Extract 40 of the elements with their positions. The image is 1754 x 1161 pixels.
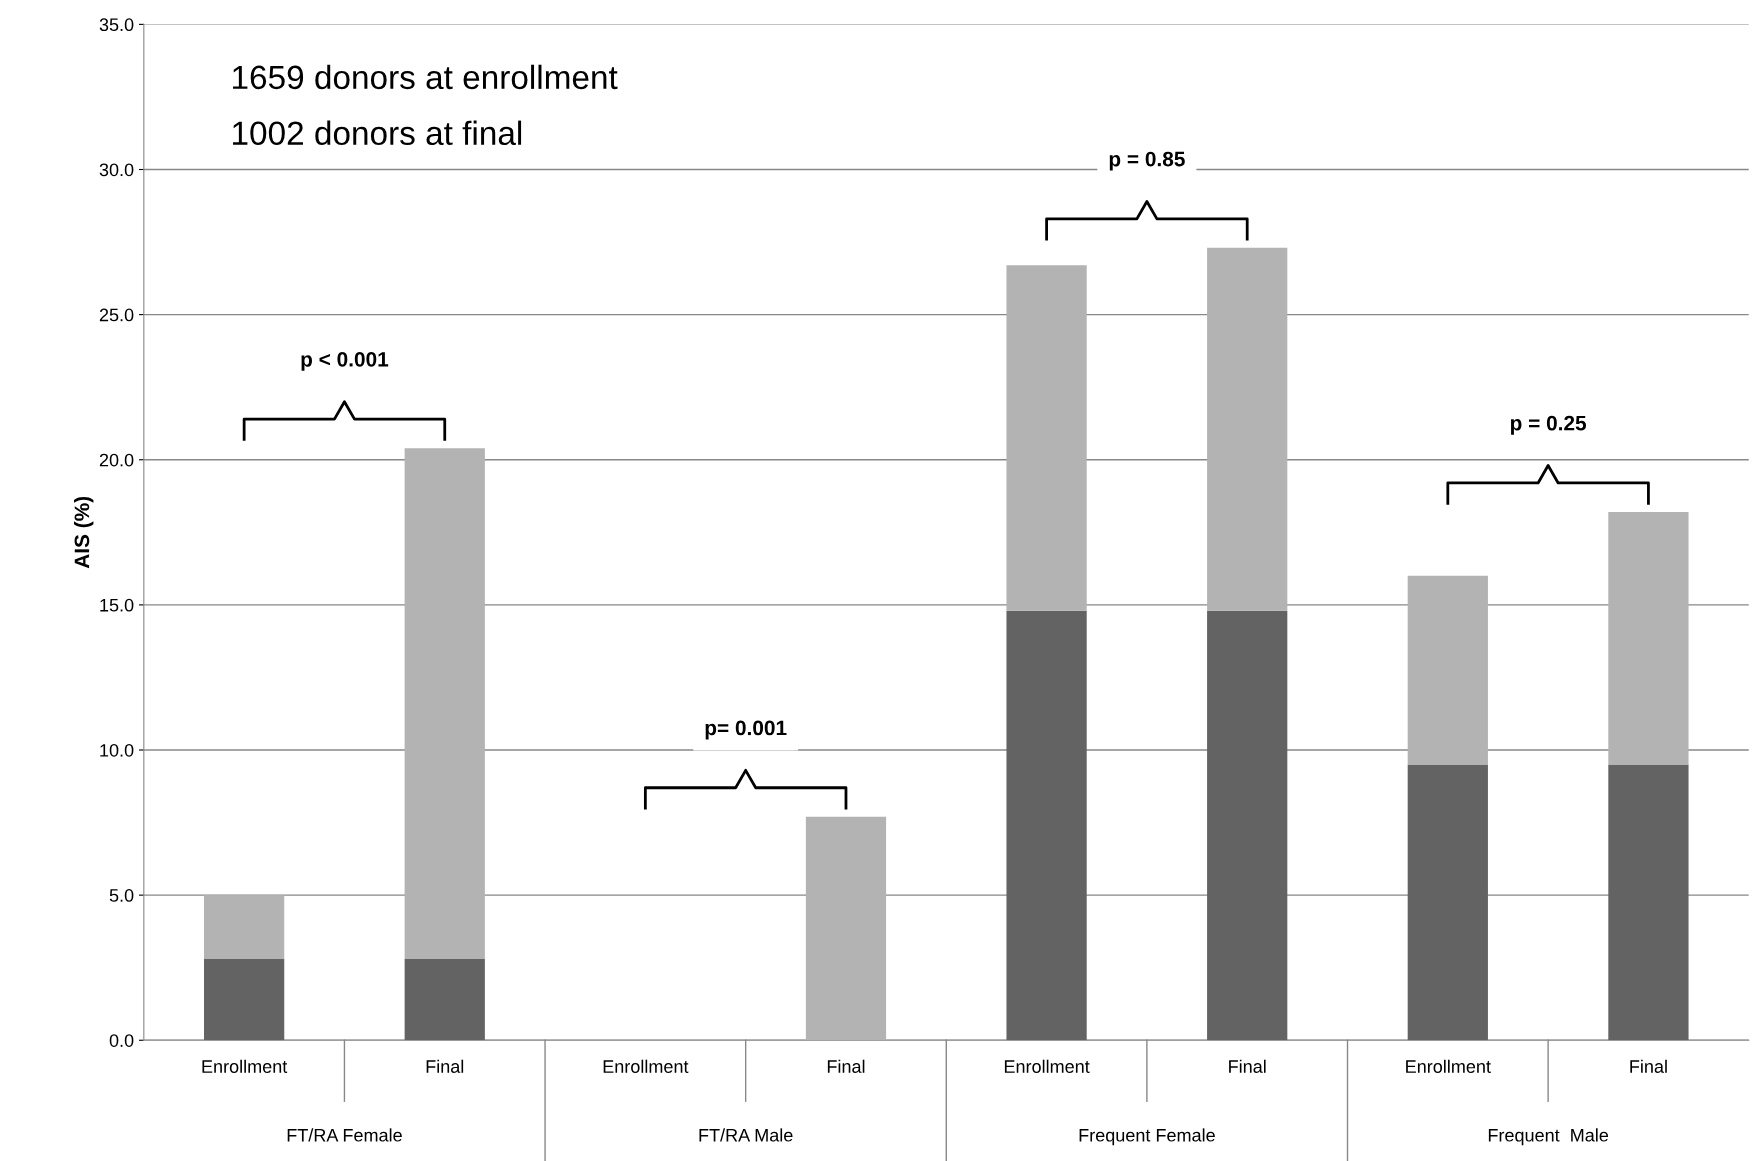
text: Frequent Female [1079,1128,1215,1146]
annotation: 1002 donors at final [233,120,522,146]
bar [1207,247,1288,611]
y-tick-label: 35.0 [99,18,134,32]
y-tick-label: 20.0 [99,453,134,467]
x-tick-label: Final [1229,1059,1266,1073]
y-tick-label: 10.0 [100,743,134,757]
annotation: p = 0.25 [1510,415,1587,435]
bar [1407,575,1488,765]
bar [204,958,285,1041]
y-tick-label: 5.0 [109,889,134,902]
bar [1407,764,1488,1041]
y-tick-label: 0.0 [109,1034,134,1047]
x-tick-label: Enrollment [603,1059,689,1073]
y-tick-label: 15.0 [100,598,134,612]
annotation: p= 0.001 [705,720,787,740]
x-tick-label: Enrollment [1004,1059,1090,1073]
bar [204,895,285,959]
x-tick-label: Final [827,1059,865,1073]
bar [404,448,485,959]
y-axis-title: AIS (%) [73,496,94,569]
annotation: 1659 donors at enrollment [233,64,618,90]
bar [1006,610,1087,1041]
text: Frequent Male [1488,1128,1609,1146]
y-tick-label: 30.0 [99,163,134,177]
bar [1006,265,1087,611]
text: FT/RA Male [699,1128,793,1142]
x-tick-label: Final [426,1059,464,1073]
x-tick-label: Enrollment [202,1059,288,1073]
annotation: p = 0.85 [1109,151,1185,171]
x-tick-label: Final [1630,1059,1667,1073]
bar [1608,764,1689,1041]
bar [805,816,887,1041]
y-tick-label: 25.0 [99,308,134,322]
annotation: p < 0.001 [301,351,389,371]
bar [1608,512,1689,765]
text: FT/RA Female [287,1128,402,1142]
x-tick-label: Enrollment [1406,1059,1491,1073]
bar [404,958,485,1041]
bar [1207,610,1288,1041]
